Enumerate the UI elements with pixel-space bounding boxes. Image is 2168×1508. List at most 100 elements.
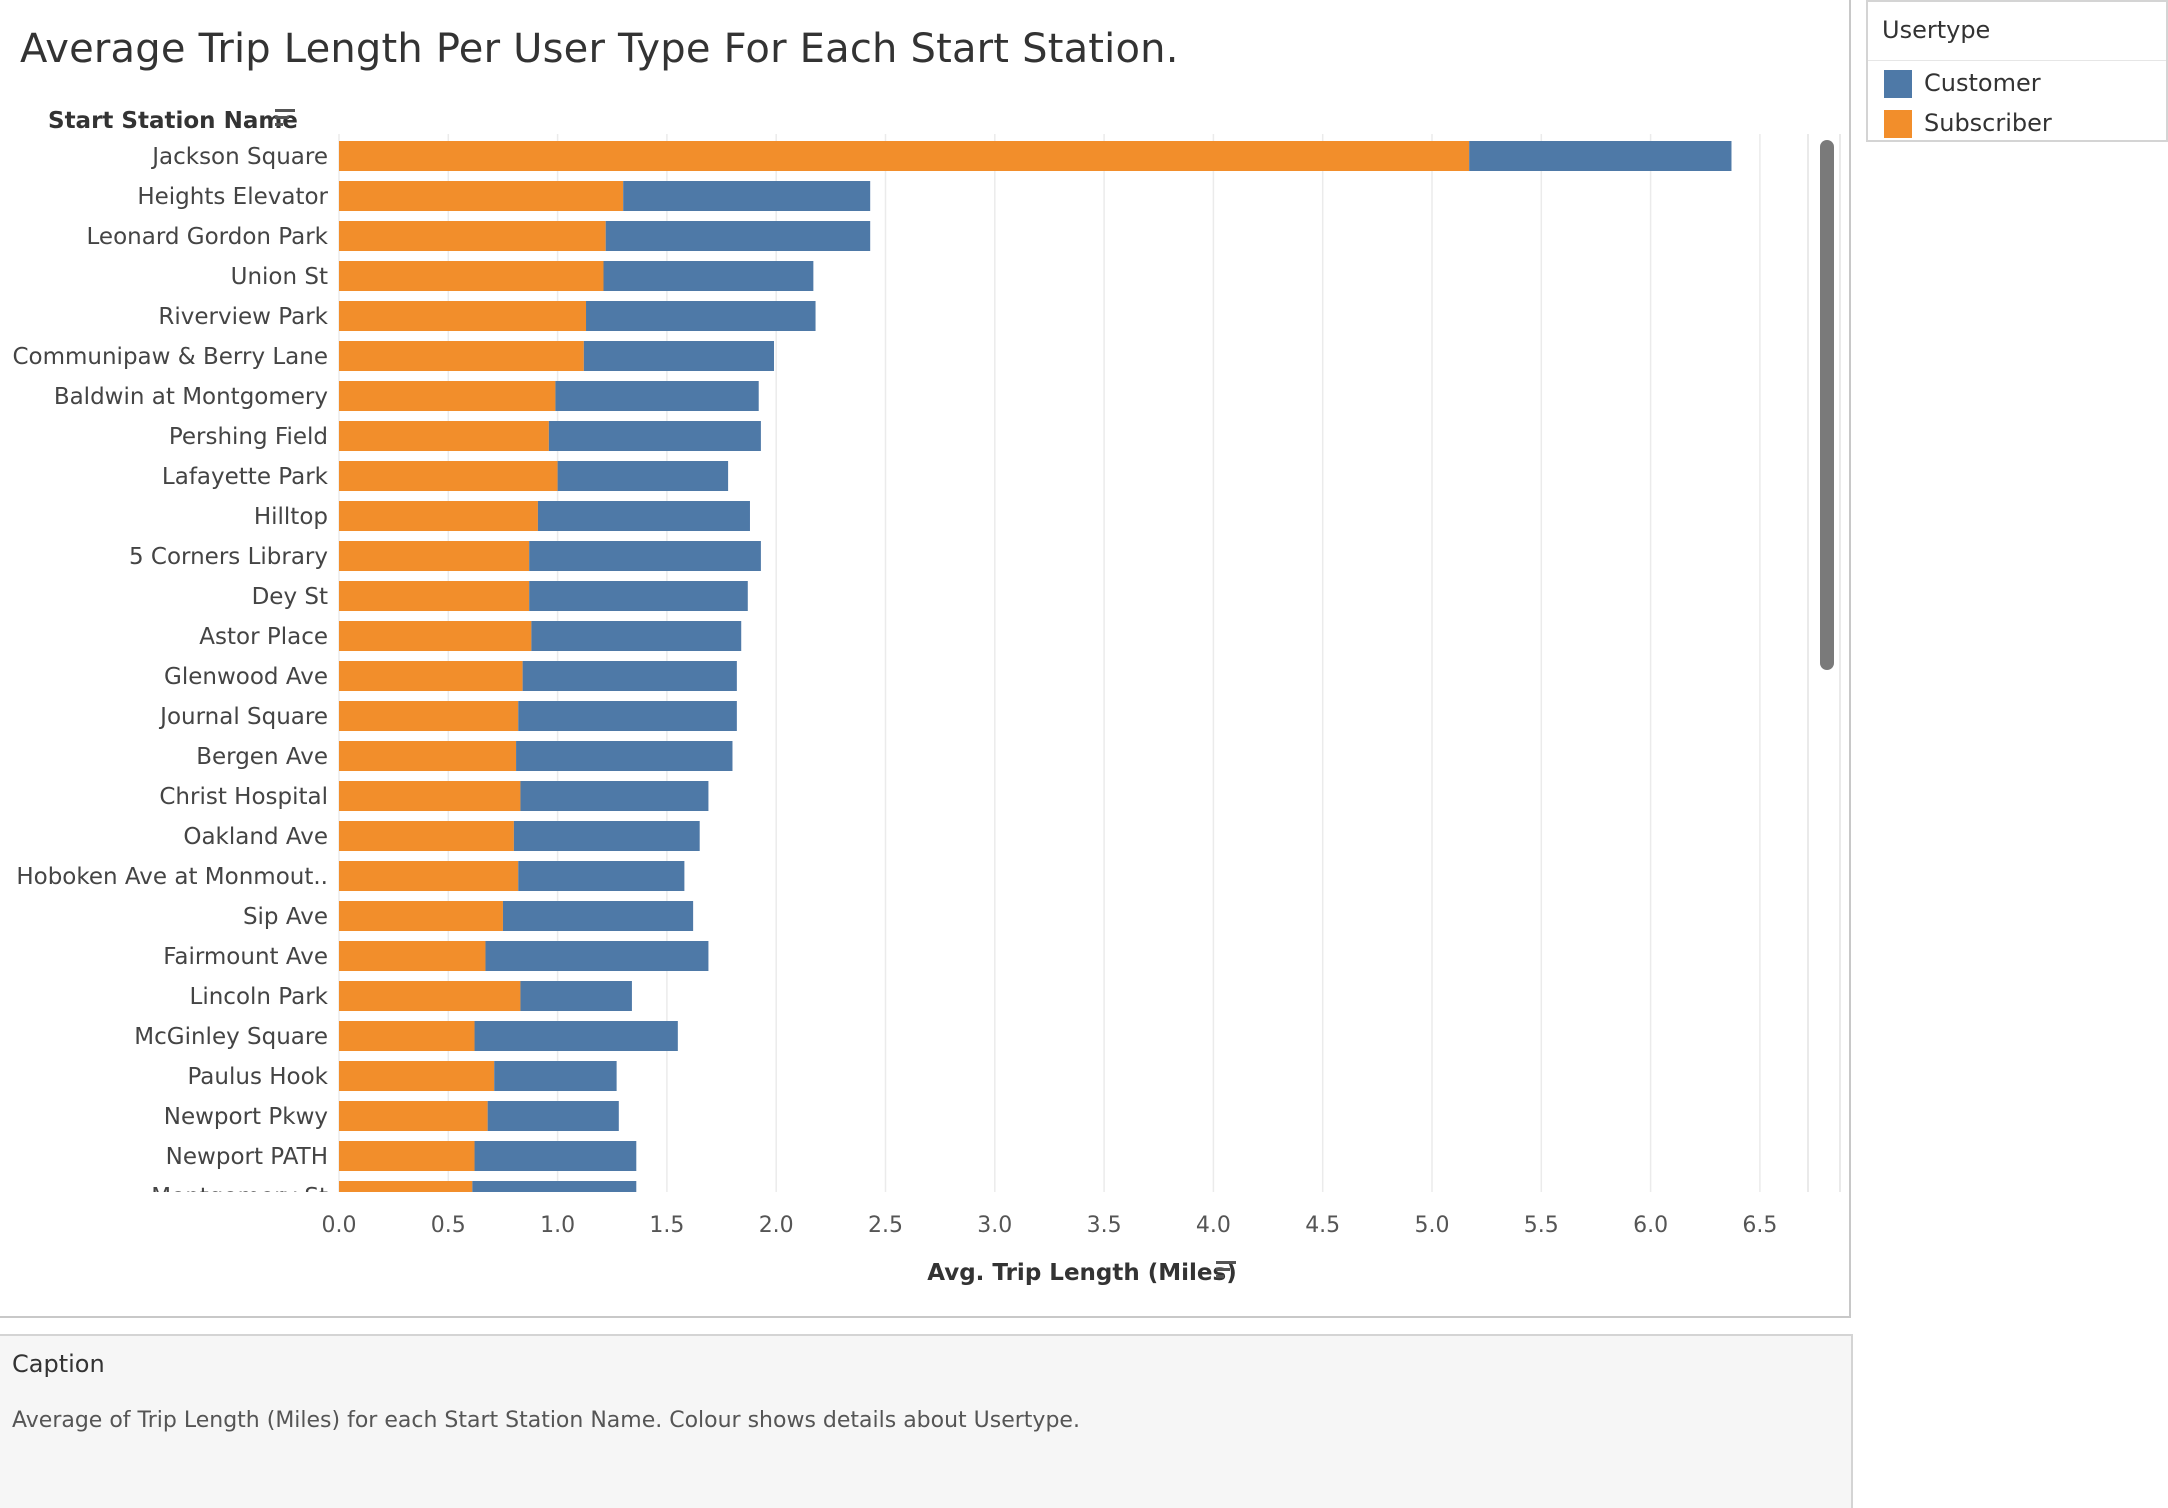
legend-item-subscriber[interactable]: Subscriber (1878, 106, 2158, 142)
category-label[interactable]: Oakland Ave (183, 824, 328, 850)
bar-customer[interactable] (520, 781, 709, 811)
category-label[interactable]: Union St (231, 264, 328, 290)
x-tick-label: 1.5 (649, 1213, 684, 1238)
x-tick-label: 6.5 (1742, 1213, 1777, 1238)
bar-customer[interactable] (557, 461, 729, 491)
bar-customer[interactable] (1469, 141, 1732, 171)
bar-subscriber[interactable] (339, 941, 486, 971)
bar-customer[interactable] (603, 261, 814, 291)
bar-customer[interactable] (586, 301, 816, 331)
bar-subscriber[interactable] (339, 981, 521, 1011)
bar-subscriber[interactable] (339, 821, 514, 851)
bar-customer[interactable] (516, 741, 733, 771)
legend-item-customer[interactable]: Customer (1878, 66, 2158, 102)
x-axis-title[interactable]: Avg. Trip Length (Miles) (927, 1260, 1236, 1286)
category-label[interactable]: McGinley Square (134, 1024, 328, 1050)
category-label[interactable]: Baldwin at Montgomery (54, 384, 328, 410)
category-label[interactable]: Communipaw & Berry Lane (12, 344, 328, 370)
bar-subscriber[interactable] (339, 221, 606, 251)
x-sort-icon[interactable] (1216, 1261, 1236, 1278)
bar-customer[interactable] (518, 701, 737, 731)
bar-subscriber[interactable] (339, 781, 521, 811)
category-label[interactable]: Astor Place (199, 624, 328, 650)
bar-customer[interactable] (485, 941, 709, 971)
chart-title: Average Trip Length Per User Type For Ea… (20, 26, 1179, 72)
category-label[interactable]: Lincoln Park (190, 984, 329, 1010)
bar-customer[interactable] (548, 421, 761, 451)
bar-subscriber[interactable] (339, 621, 532, 651)
bar-customer[interactable] (605, 221, 871, 251)
x-tick-label: 5.0 (1415, 1213, 1450, 1238)
bar-subscriber[interactable] (339, 1101, 488, 1131)
category-label[interactable]: Glenwood Ave (164, 664, 328, 690)
x-tick-label: 5.5 (1524, 1213, 1559, 1238)
bar-customer[interactable] (522, 661, 737, 691)
category-label[interactable]: Hilltop (254, 504, 328, 530)
bar-subscriber[interactable] (339, 1021, 475, 1051)
category-label[interactable]: Fairmount Ave (163, 944, 328, 970)
category-label[interactable]: Riverview Park (158, 304, 328, 330)
bar-customer[interactable] (520, 981, 632, 1011)
category-label[interactable]: Pershing Field (169, 424, 328, 450)
category-label[interactable]: Journal Square (158, 704, 328, 730)
bar-subscriber[interactable] (339, 1181, 473, 1211)
bar-subscriber[interactable] (339, 701, 519, 731)
bar-customer[interactable] (531, 621, 742, 651)
category-label[interactable]: Newport Pkwy (164, 1104, 328, 1130)
bar-subscriber[interactable] (339, 901, 503, 931)
bar-customer[interactable] (474, 1141, 637, 1171)
bar-customer[interactable] (487, 1101, 619, 1131)
bar-subscriber[interactable] (339, 181, 624, 211)
legend-divider (1868, 60, 2166, 61)
category-label[interactable]: Hoboken Ave at Monmout.. (16, 864, 328, 890)
bar-customer[interactable] (529, 541, 761, 571)
category-label[interactable]: Montgomery St (151, 1184, 328, 1210)
category-label[interactable]: Paulus Hook (187, 1064, 328, 1090)
bar-chart: Jackson Square Heights Elevator Leonard Go… (12, 108, 1841, 1286)
bar-customer[interactable] (555, 381, 759, 411)
bar-subscriber[interactable] (339, 581, 530, 611)
bar-subscriber[interactable] (339, 381, 556, 411)
category-label[interactable]: Dey St (252, 584, 328, 610)
caption-text: Average of Trip Length (Miles) for each … (12, 1408, 1080, 1433)
category-label[interactable]: Jackson Square (150, 144, 328, 170)
legend: Usertype Customer Subscriber (1866, 0, 2168, 142)
bar-customer[interactable] (472, 1181, 637, 1211)
y-sort-icon[interactable] (275, 109, 295, 126)
bar-subscriber[interactable] (339, 261, 604, 291)
x-tick-label: 0.0 (322, 1213, 357, 1238)
bar-customer[interactable] (494, 1061, 617, 1091)
bar-subscriber[interactable] (339, 301, 587, 331)
bar-customer[interactable] (623, 181, 871, 211)
bar-subscriber[interactable] (339, 461, 558, 491)
category-label[interactable]: Sip Ave (243, 904, 328, 930)
bar-subscriber[interactable] (339, 661, 523, 691)
bar-customer[interactable] (518, 861, 685, 891)
bar-subscriber[interactable] (339, 741, 517, 771)
bar-subscriber[interactable] (339, 141, 1470, 171)
chart-panel: Average Trip Length Per User Type For Ea… (0, 0, 1851, 1318)
bar-subscriber[interactable] (339, 421, 549, 451)
category-label[interactable]: Leonard Gordon Park (87, 224, 329, 250)
scrollbar-thumb[interactable] (1820, 140, 1834, 670)
bar-customer[interactable] (529, 581, 748, 611)
bar-subscriber[interactable] (339, 1061, 495, 1091)
category-label[interactable]: Bergen Ave (196, 744, 328, 770)
bar-customer[interactable] (513, 821, 700, 851)
bar-subscriber[interactable] (339, 861, 519, 891)
bar-subscriber[interactable] (339, 541, 530, 571)
bar-subscriber[interactable] (339, 1141, 475, 1171)
category-label[interactable]: Newport PATH (166, 1144, 328, 1170)
bar-customer[interactable] (474, 1021, 678, 1051)
category-label[interactable]: 5 Corners Library (129, 544, 328, 570)
bar-subscriber[interactable] (339, 341, 584, 371)
bar-subscriber[interactable] (339, 501, 538, 531)
bar-customer[interactable] (537, 501, 750, 531)
y-axis-title[interactable]: Start Station Name (48, 108, 298, 134)
category-label[interactable]: Heights Elevator (137, 184, 328, 210)
legend-label-customer: Customer (1924, 69, 2041, 97)
category-label[interactable]: Christ Hospital (159, 784, 328, 810)
bar-customer[interactable] (583, 341, 775, 371)
category-label[interactable]: Lafayette Park (162, 464, 329, 490)
bar-customer[interactable] (502, 901, 694, 931)
